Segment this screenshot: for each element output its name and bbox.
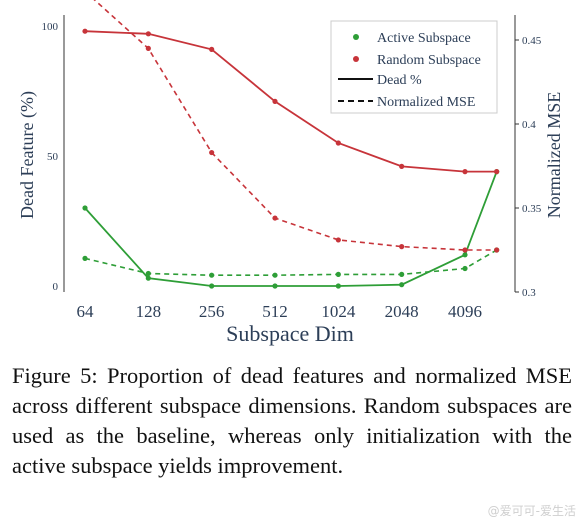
data-point (462, 247, 468, 253)
data-point (335, 140, 341, 146)
y-right-tick-label: 0.45 (522, 35, 542, 47)
x-tick-label: 2048 (385, 302, 419, 321)
figure-caption: Figure 5: Proportion of dead features an… (12, 363, 572, 478)
y-right-tick-label: 0.35 (522, 203, 542, 215)
data-point (145, 31, 151, 37)
data-point (82, 28, 88, 34)
legend-label-mse: Normalized MSE (377, 95, 475, 110)
series-random-subspace-normalized-mse (93, 0, 500, 253)
data-point (335, 283, 341, 289)
legend-label-dead: Dead % (377, 73, 422, 88)
series-line (84, 249, 498, 277)
data-point (82, 205, 88, 211)
legend-marker-active (353, 34, 359, 40)
series-layer (82, 0, 500, 289)
data-point (335, 271, 341, 277)
data-point (272, 272, 278, 278)
y-left-tick-label: 0 (53, 281, 59, 293)
data-point (209, 272, 215, 278)
data-point (145, 275, 151, 281)
x-tick-label: 512 (262, 302, 288, 321)
data-point (272, 283, 278, 289)
data-point (399, 244, 405, 250)
data-point (399, 271, 405, 277)
data-point (494, 169, 500, 175)
legend: Active Subspace Random Subspace Dead % N… (330, 20, 498, 114)
y-left-tick-label: 100 (42, 21, 59, 33)
data-point (399, 282, 405, 288)
x-ticks: 64 128 256 512 1024 2048 4096 (77, 302, 483, 321)
y-right-tick-label: 0.4 (522, 119, 536, 131)
data-point (462, 265, 468, 272)
x-tick-label: 128 (136, 302, 162, 321)
x-tick-label: 4096 (448, 302, 482, 321)
data-point (145, 270, 151, 277)
data-point (209, 149, 215, 156)
data-point (335, 237, 341, 243)
x-tick-label: 1024 (321, 302, 356, 321)
y-right-tick-label: 0.3 (522, 287, 536, 299)
x-tick-label: 64 (77, 302, 95, 321)
legend-marker-random (353, 56, 359, 62)
x-axis-title: Subspace Dim (226, 321, 354, 346)
data-point (272, 215, 278, 221)
y-left-tick-label: 50 (47, 151, 59, 163)
data-point (209, 283, 215, 289)
data-point (145, 45, 151, 52)
right-y-ticks: 0.3 0.35 0.4 0.45 (515, 35, 542, 299)
y-axis-left-title: Dead Feature (%) (17, 91, 38, 219)
series-line (93, 0, 497, 251)
data-point (494, 247, 500, 253)
watermark: @爱可可-爱生活 (487, 504, 576, 518)
x-tick-label: 256 (199, 302, 225, 321)
series-line (84, 30, 497, 173)
data-point (399, 163, 405, 169)
data-point (462, 169, 468, 175)
series-line (84, 171, 498, 287)
legend-label-active: Active Subspace (377, 31, 471, 46)
data-point (209, 46, 215, 53)
y-axis-right-title: Normalized MSE (544, 92, 564, 218)
chart: 0 50 100 0.3 0.35 0.4 0.45 64 128 256 512 1024 204… (17, 0, 564, 346)
series-random-subspace-dead- (82, 28, 500, 175)
series-active-subspace-normalized-mse (82, 247, 500, 278)
data-point (462, 252, 468, 258)
series-active-subspace-dead- (82, 169, 500, 289)
data-point (82, 255, 88, 261)
data-point (272, 98, 278, 104)
plot-frame (63, 15, 516, 292)
left-y-ticks: 0 50 100 (42, 21, 59, 293)
legend-label-random: Random Subspace (377, 53, 481, 68)
